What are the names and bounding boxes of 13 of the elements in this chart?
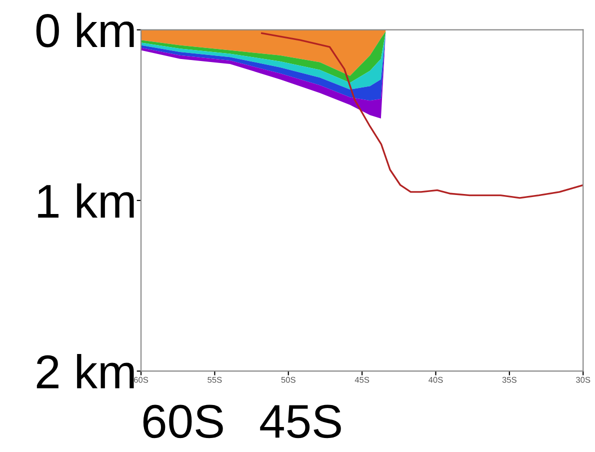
y-tick-label: 0 km: [36, 12, 134, 48]
x-tick-label: 55S: [208, 376, 222, 383]
text: 45S: [260, 404, 341, 438]
y-tick-label: 1 km: [38, 183, 134, 218]
y-tick-label: 2 km: [36, 354, 134, 388]
x-tick-label: 35S: [502, 376, 516, 383]
text: 60S: [143, 404, 223, 438]
x-tick-label: 30S: [576, 376, 590, 383]
x-tick-label: 40S: [428, 376, 443, 383]
x-tick-label: 45S: [354, 376, 370, 383]
x-tick-label: 50S: [281, 376, 296, 383]
line-series: [261, 32, 584, 199]
x-tick-label: 60S: [134, 376, 148, 383]
